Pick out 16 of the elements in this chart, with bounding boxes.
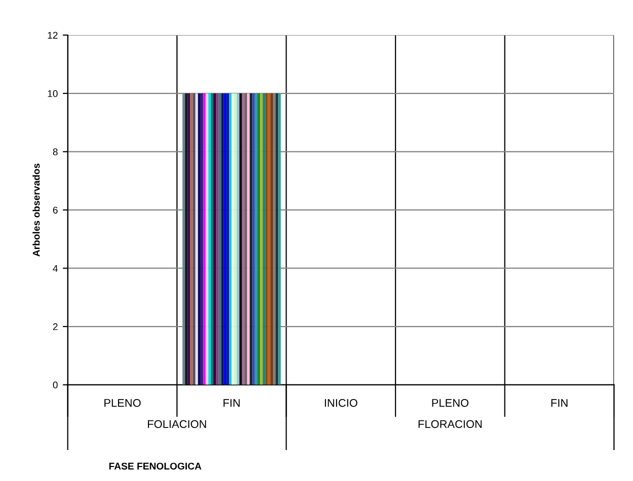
y-axis-title: Arboles observados [32, 164, 40, 256]
x-tick-label: PLENO [104, 398, 141, 407]
y-tick-label: 12 [48, 32, 58, 39]
text: FLORACION [418, 420, 482, 428]
x-tick-label: PLENO [432, 398, 468, 407]
y-tick-label: 0 [52, 382, 58, 388]
y-tick-label: 10 [48, 90, 58, 98]
x-tick-label: INICIO [324, 398, 358, 407]
y-tick-label: 4 [52, 265, 58, 272]
text: FASE FENOLOGICA [109, 462, 202, 470]
x-tick-label: FIN [551, 399, 568, 407]
y-tick-label: 2 [53, 323, 58, 330]
y-tick-label: 6 [53, 206, 58, 214]
y-tick-label: 8 [53, 148, 58, 156]
text: FOLIACION [148, 420, 206, 428]
x-tick-label: FIN [224, 399, 240, 407]
